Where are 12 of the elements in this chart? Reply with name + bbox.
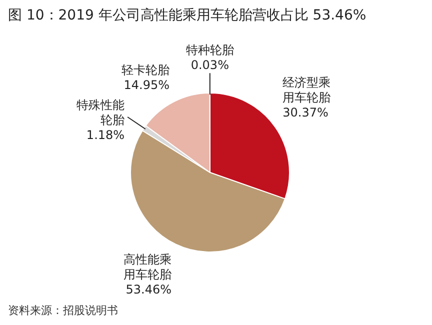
chart-title: 图 10：2019 年公司高性能乘用车轮胎营收占比 53.46% [8, 8, 366, 24]
slice-label: 特种轮胎 [186, 42, 234, 57]
slice-label: 经济型乘用车轮胎 [282, 76, 331, 105]
data-label: 30.37% [282, 106, 328, 120]
data-label: 53.46% [126, 282, 172, 296]
slice-label: 轻卡轮胎 [122, 62, 170, 77]
data-label: 14.95% [124, 78, 170, 92]
text: 资料来源：招股说明书 [8, 304, 118, 317]
data-label: 1.18% [86, 128, 125, 142]
slice-label: 高性能乘用车轮胎 [124, 252, 172, 282]
data-label: 0.03% [190, 58, 229, 72]
slice-label: 特殊性能轮胎 [76, 98, 125, 128]
